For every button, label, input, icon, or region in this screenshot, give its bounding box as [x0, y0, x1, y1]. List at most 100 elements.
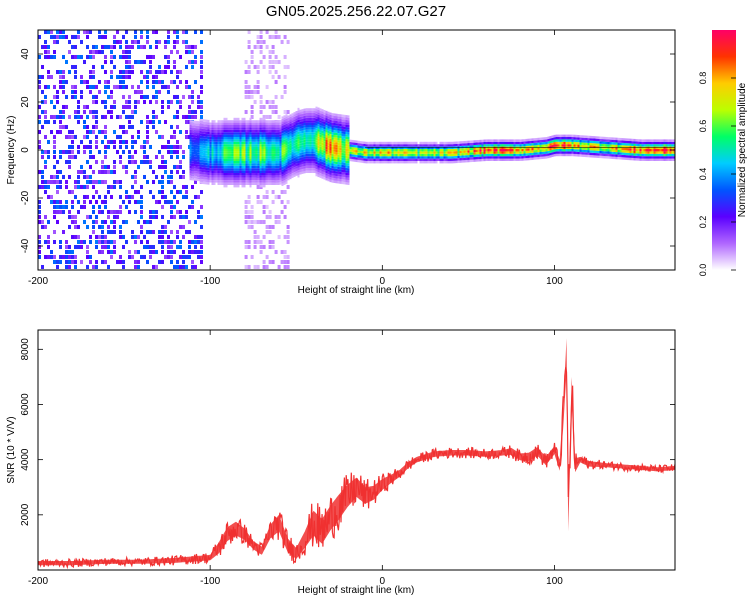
- heatmap-cell: [235, 182, 238, 185]
- heatmap-cell: [56, 205, 59, 209]
- heatmap-cell: [489, 139, 492, 142]
- heatmap-cell: [194, 250, 197, 254]
- heatmap-cell: [311, 120, 314, 123]
- heatmap-cell: [519, 151, 522, 154]
- heatmap-cell: [345, 172, 348, 176]
- heatmap-cell: [170, 230, 173, 234]
- heatmap-cell: [267, 139, 270, 142]
- heatmap-cell: [541, 151, 544, 155]
- heatmap-cell: [62, 205, 65, 209]
- heatmap-cell: [637, 153, 640, 156]
- heatmap-cell: [279, 179, 282, 183]
- heatmap-cell: [193, 147, 196, 150]
- heatmap-cell: [249, 168, 252, 171]
- heatmap-cell: [56, 35, 59, 39]
- heatmap-cell: [152, 80, 155, 84]
- heatmap-cell: [92, 95, 95, 99]
- heatmap-cell: [83, 135, 86, 139]
- heatmap-cell: [101, 210, 104, 214]
- heatmap-cell: [395, 158, 398, 161]
- heatmap-cell: [44, 255, 47, 259]
- heatmap-cell: [65, 250, 68, 254]
- heatmap-cell: [341, 164, 344, 168]
- heatmap-cell: [164, 240, 167, 244]
- heatmap-cell: [247, 139, 250, 142]
- heatmap-cell: [203, 129, 206, 132]
- heatmap-cell: [215, 144, 218, 147]
- heatmap-cell: [499, 158, 502, 161]
- heatmap-cell: [409, 141, 412, 145]
- heatmap-cell: [279, 155, 282, 159]
- heatmap-cell: [511, 151, 514, 154]
- heatmap-cell: [281, 147, 284, 151]
- heatmap-cell: [255, 151, 258, 154]
- heatmap-cell: [195, 171, 198, 174]
- heatmap-cell: [485, 151, 488, 154]
- heatmap-cell: [359, 150, 362, 154]
- heatmap-cell: [235, 158, 238, 161]
- heatmap-cell: [289, 174, 292, 177]
- heatmap-cell: [339, 133, 342, 136]
- heatmap-cell: [229, 175, 232, 178]
- heatmap-cell: [463, 155, 466, 158]
- heatmap-cell: [265, 265, 269, 269]
- heatmap-cell: [195, 149, 198, 153]
- heatmap-cell: [633, 141, 636, 144]
- heatmap-cell: [353, 147, 356, 150]
- heatmap-cell: [137, 135, 140, 139]
- heatmap-cell: [134, 235, 137, 239]
- heatmap-cell: [343, 157, 346, 161]
- heatmap-cell: [104, 105, 107, 109]
- heatmap-cell: [59, 180, 62, 184]
- heatmap-cell: [155, 40, 158, 44]
- heatmap-cell: [295, 118, 298, 121]
- heatmap-cell: [149, 45, 152, 49]
- heatmap-cell: [185, 130, 188, 134]
- heatmap-cell: [385, 158, 388, 161]
- heatmap-cell: [237, 129, 240, 133]
- heatmap-cell: [315, 130, 318, 134]
- heatmap-cell: [233, 125, 236, 128]
- heatmap-cell: [231, 120, 234, 123]
- heatmap-cell: [223, 168, 226, 171]
- heatmap-cell: [301, 128, 304, 131]
- heatmap-cell: [329, 119, 332, 123]
- heatmap-cell: [62, 115, 65, 119]
- heatmap-cell: [319, 175, 322, 178]
- heatmap-cell: [65, 255, 68, 259]
- heatmap-cell: [274, 30, 278, 34]
- heatmap-cell: [128, 255, 131, 259]
- heatmap-cell: [77, 175, 80, 179]
- heatmap-cell: [128, 45, 131, 49]
- heatmap-cell: [431, 153, 434, 157]
- heatmap-cell: [211, 156, 214, 159]
- heatmap-cell: [305, 163, 308, 166]
- heatmap-cell: [309, 151, 312, 154]
- heatmap-cell: [239, 182, 242, 185]
- heatmap-cell: [253, 141, 256, 145]
- heatmap-cell: [83, 60, 86, 64]
- heatmap-cell: [215, 175, 218, 178]
- heatmap-cell: [299, 114, 302, 117]
- heatmap-cell: [327, 123, 330, 127]
- heatmap-cell: [347, 127, 350, 130]
- heatmap-cell: [277, 156, 280, 159]
- heatmap-cell: [315, 118, 318, 122]
- heatmap-cell: [251, 182, 254, 185]
- heatmap-cell: [335, 173, 338, 177]
- heatmap-cell: [281, 181, 284, 184]
- heatmap-cell: [417, 144, 420, 147]
- heatmap-cell: [257, 170, 260, 173]
- heatmap-cell: [333, 163, 336, 167]
- heatmap-cell: [219, 151, 222, 154]
- heatmap-cell: [335, 144, 338, 148]
- heatmap-cell: [167, 65, 170, 69]
- heatmap-cell: [219, 141, 222, 145]
- heatmap-cell: [309, 115, 312, 118]
- heatmap-cell: [659, 144, 662, 147]
- heatmap-cell: [211, 141, 214, 145]
- heatmap-cell: [263, 120, 266, 123]
- heatmap-cell: [280, 260, 284, 264]
- heatmap-cell: [195, 161, 198, 165]
- heatmap-cell: [146, 160, 149, 164]
